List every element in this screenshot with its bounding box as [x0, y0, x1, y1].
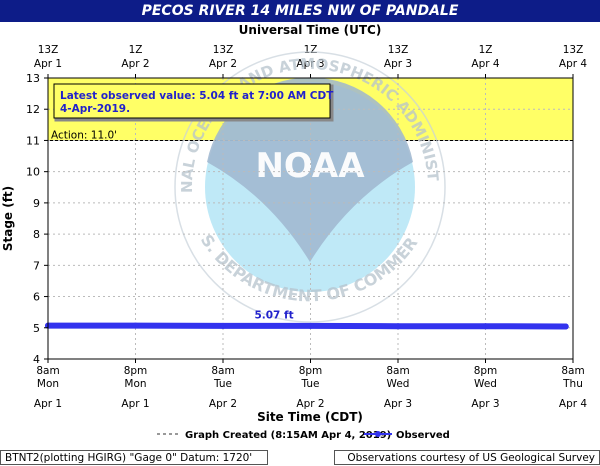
observed-point	[220, 322, 226, 329]
top-tick-time: 13Z	[213, 44, 234, 56]
observed-point	[307, 322, 314, 329]
y-axis: 4 5 6 7 8 9 10 11 12 13	[26, 72, 48, 366]
y-tick-label: 4	[33, 353, 40, 366]
bottom-tick-date: Apr 1	[34, 398, 62, 410]
legend: Graph Created (8:15AM Apr 4, 2019) Observ…	[157, 430, 450, 441]
observed-label: Observed	[396, 430, 450, 441]
y-tick-label: 10	[26, 166, 40, 179]
y-tick-label: 6	[33, 291, 40, 304]
y-tick-label: 7	[33, 259, 40, 272]
bottom-tick-date: Apr 3	[384, 398, 412, 410]
top-tick-time: 1Z	[304, 44, 318, 56]
latest-box-frame	[53, 83, 331, 119]
latest-observed-box: Latest observed value: 5.04 ft at 7:00 A…	[53, 83, 334, 122]
observed-point	[482, 323, 489, 330]
hydrograph-chart: Universal Time (UTC) 13Z Apr 1 1Z Apr 2 13Z A…	[0, 0, 588, 441]
observed-swatch-dot	[375, 431, 381, 437]
y-tick-label: 5	[33, 322, 40, 335]
top-axis: 13Z Apr 1 1Z Apr 2 13Z Apr 2 1Z Apr 3 13Z Apr 3 1Z…	[34, 44, 588, 78]
top-tick-time: 13Z	[38, 44, 59, 56]
observations-credit: Observations courtesy of US Geological S…	[334, 450, 600, 465]
bottom-tick-time: 8am	[36, 365, 59, 377]
bottom-tick-date: Apr 2	[209, 398, 237, 410]
top-tick-date: Apr 2	[209, 58, 237, 70]
bottom-tick-day: Mon	[37, 378, 59, 390]
y-axis-label: Stage (ft)	[1, 186, 15, 251]
observed-point	[132, 322, 139, 329]
bottom-tick-day: Mon	[124, 378, 146, 390]
top-tick-time: 1Z	[129, 44, 143, 56]
y-tick-label: 8	[33, 228, 40, 241]
y-tick-label: 13	[26, 72, 40, 85]
action-stage-label: Action: 11.0'	[51, 129, 117, 141]
top-tick-date: Apr 2	[121, 58, 149, 70]
y-tick-label: 12	[26, 103, 40, 116]
bottom-tick-day: Tue	[301, 378, 320, 390]
top-tick-date: Apr 1	[34, 58, 62, 70]
bottom-tick-date: Apr 2	[296, 398, 324, 410]
datum-footer: BTNT2(plotting HGIRG) "Gage 0" Datum: 17…	[0, 450, 268, 465]
bottom-tick-time: 8pm	[474, 365, 498, 377]
bottom-tick-day: Thu	[562, 378, 583, 390]
watermark-outer-ring	[174, 51, 446, 323]
top-tick-time: 13Z	[563, 44, 584, 56]
top-axis-title: Universal Time (UTC)	[239, 23, 382, 37]
bottom-tick-time: 8pm	[299, 365, 323, 377]
top-tick-time: 1Z	[479, 44, 493, 56]
observed-point	[395, 323, 401, 330]
top-tick-date: Apr 4	[471, 58, 500, 70]
series-layer: 5.07 ft	[45, 310, 569, 330]
y-tick-label: 9	[33, 197, 40, 210]
top-tick-date: Apr 3	[296, 58, 324, 70]
top-tick-date: Apr 4	[559, 58, 588, 70]
x-axis-label: Site Time (CDT)	[257, 410, 363, 424]
bottom-tick-date: Apr 4	[559, 398, 588, 410]
top-tick-date: Apr 3	[384, 58, 412, 70]
y-tick-label: 11	[26, 134, 40, 147]
bottom-tick-date: Apr 3	[471, 398, 499, 410]
observed-point	[562, 323, 569, 330]
bottom-tick-time: 8pm	[124, 365, 148, 377]
bottom-tick-time: 8am	[386, 365, 409, 377]
latest-line-1: Latest observed value: 5.04 ft at 7:00 A…	[60, 90, 334, 102]
bottom-tick-day: Tue	[213, 378, 232, 390]
bottom-tick-time: 8am	[561, 365, 584, 377]
latest-line-2: 4-Apr-2019.	[60, 103, 130, 115]
page-title: PECOS RIVER 14 MILES NW OF PANDALE	[141, 3, 459, 19]
gridlines	[48, 78, 573, 359]
graph-created-label: Graph Created (8:15AM Apr 4, 2019)	[185, 430, 391, 441]
top-tick-time: 13Z	[388, 44, 409, 56]
bottom-tick-day: Wed	[474, 378, 497, 390]
bottom-tick-date: Apr 1	[121, 398, 149, 410]
bottom-tick-time: 8am	[211, 365, 234, 377]
title-bar: PECOS RIVER 14 MILES NW OF PANDALE	[0, 0, 600, 22]
bottom-tick-day: Wed	[387, 378, 410, 390]
value-annotation: 5.07 ft	[254, 310, 293, 322]
